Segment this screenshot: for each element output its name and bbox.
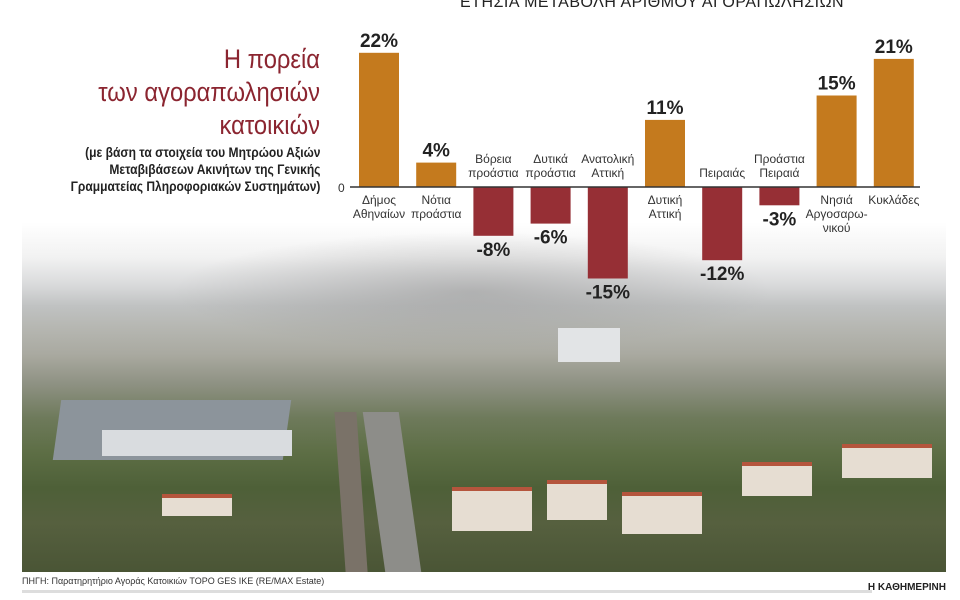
category-label: Πειραιάς bbox=[699, 166, 745, 180]
category-label: προάστια bbox=[525, 166, 576, 180]
data-label: -6% bbox=[534, 228, 568, 249]
city-photo bbox=[22, 222, 946, 572]
source-note: ΠΗΓΗ: Παρατηρητήριο Αγοράς Κατοικιών TOP… bbox=[22, 576, 325, 586]
category-label: Δυτικά bbox=[533, 152, 568, 166]
category-label: Αργοσαρω- bbox=[806, 207, 868, 221]
bar bbox=[759, 187, 800, 206]
bar bbox=[359, 52, 399, 187]
subtitle-line: (με βάση τα στοιχεία του Μητρώου Αξιών bbox=[84, 144, 320, 160]
photo-building bbox=[547, 480, 607, 520]
photo-road bbox=[362, 412, 422, 572]
bar bbox=[473, 187, 514, 236]
data-label: 15% bbox=[818, 74, 856, 95]
photo-stadium-roof bbox=[102, 430, 292, 456]
title-line: των αγοραπωλησιών bbox=[98, 77, 320, 107]
category-label: Βόρεια bbox=[475, 152, 512, 166]
category-label: Αττική bbox=[591, 166, 624, 180]
photo-building bbox=[622, 492, 702, 534]
footer-divider bbox=[22, 590, 872, 593]
subtitle-line: Γραμματείας Πληροφοριακών Συστημάτων) bbox=[70, 178, 320, 194]
photo-building bbox=[842, 444, 932, 478]
bar bbox=[645, 119, 685, 187]
data-label: 4% bbox=[422, 141, 450, 162]
subtitle: (με βάση τα στοιχεία του Μητρώου Αξιών Μ… bbox=[70, 144, 320, 195]
category-label: Κυκλάδες bbox=[868, 193, 919, 207]
data-label: 11% bbox=[647, 98, 684, 119]
data-label: -12% bbox=[700, 264, 744, 285]
data-label: -15% bbox=[586, 283, 630, 304]
photo-building bbox=[452, 487, 532, 531]
category-label: Αττική bbox=[649, 207, 682, 221]
zero-tick-label: 0 bbox=[338, 181, 345, 195]
subtitle-line: Μεταβιβάσεων Ακινήτων της Γενικής bbox=[108, 161, 320, 177]
category-label: προάστια bbox=[411, 207, 462, 221]
category-label: Δήμος bbox=[362, 193, 396, 207]
data-label: 21% bbox=[875, 37, 913, 58]
bar bbox=[587, 187, 628, 279]
category-label: προάστια bbox=[468, 166, 519, 180]
title-line: Η πορεία bbox=[223, 44, 320, 74]
data-label: -3% bbox=[763, 209, 797, 230]
brand-logo: Η ΚΑΘΗΜΕΡΙΝΗ bbox=[867, 582, 946, 593]
category-label: Νησιά bbox=[820, 193, 852, 207]
data-label: -8% bbox=[477, 240, 511, 261]
category-label: Ανατολική bbox=[581, 152, 634, 166]
bar bbox=[416, 162, 457, 187]
bar-chart: 22%ΔήμοςΑθηναίων4%Νότιαπροάστια-8%Βόρεια… bbox=[338, 31, 920, 304]
chart-title: ΕΤΗΣΙΑ ΜΕΤΑΒΟΛΗ ΑΡΙΘΜΟΥ ΑΓΟΡΑΠΩΛΗΣΙΩΝ bbox=[460, 0, 845, 11]
category-label: Προάστια bbox=[754, 152, 805, 166]
category-label: Αθηναίων bbox=[353, 207, 405, 221]
category-label: Δυτική bbox=[648, 193, 683, 207]
photo-railway bbox=[334, 412, 368, 572]
bar bbox=[530, 187, 571, 224]
bar bbox=[702, 187, 743, 261]
photo-building bbox=[742, 462, 812, 496]
photo-building bbox=[162, 494, 232, 516]
photo-building bbox=[558, 328, 620, 362]
title-line: κατοικιών bbox=[219, 110, 320, 140]
data-label: 22% bbox=[360, 31, 398, 52]
category-label: νικού bbox=[823, 221, 851, 235]
category-label: Νότια bbox=[421, 193, 451, 207]
page-title: Η πορεία των αγοραπωλησιών κατοικιών bbox=[98, 43, 320, 142]
bar bbox=[816, 95, 857, 187]
category-label: Πειραιά bbox=[759, 166, 799, 180]
bar bbox=[873, 58, 914, 188]
